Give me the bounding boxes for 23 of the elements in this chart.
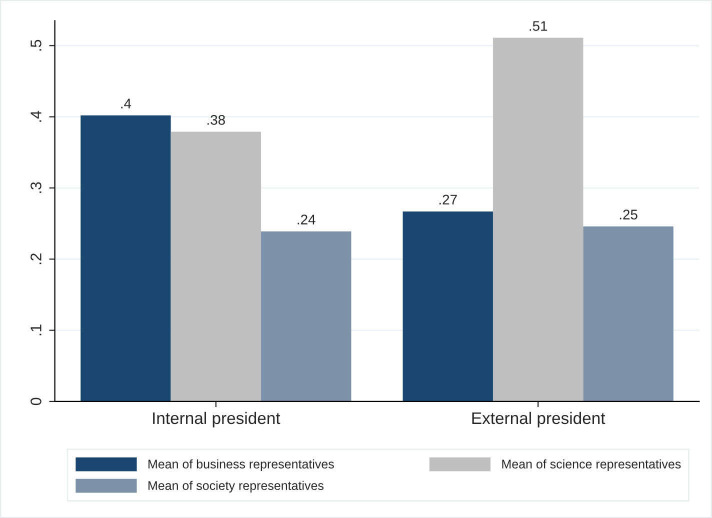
bar (402, 211, 493, 402)
y-tick-label: .4 (30, 110, 42, 122)
bar (170, 132, 262, 402)
data-label: .38 (208, 114, 225, 125)
legend-label: Mean of society representatives (148, 480, 324, 492)
data-label: .27 (440, 194, 457, 204)
bar (80, 115, 171, 402)
y-tick-label: .2 (30, 254, 42, 264)
data-label: .25 (620, 210, 638, 220)
y-tick-label: .5 (30, 40, 42, 51)
y-tick-label: .1 (30, 324, 42, 336)
data-label: .51 (530, 21, 548, 31)
legend-label: Mean of science representatives (502, 459, 681, 471)
y-tick-label: .3 (30, 182, 42, 193)
legend-label: Mean of business representatives (148, 459, 334, 471)
bar (492, 38, 584, 402)
x-tick-label: Internal president (153, 412, 280, 428)
y-tick-label: 0 (30, 398, 42, 406)
x-tick-label: External president (472, 412, 606, 428)
data-label: .4 (121, 98, 132, 108)
data-label: .24 (298, 214, 316, 224)
bar (261, 231, 352, 402)
bar (583, 226, 674, 402)
